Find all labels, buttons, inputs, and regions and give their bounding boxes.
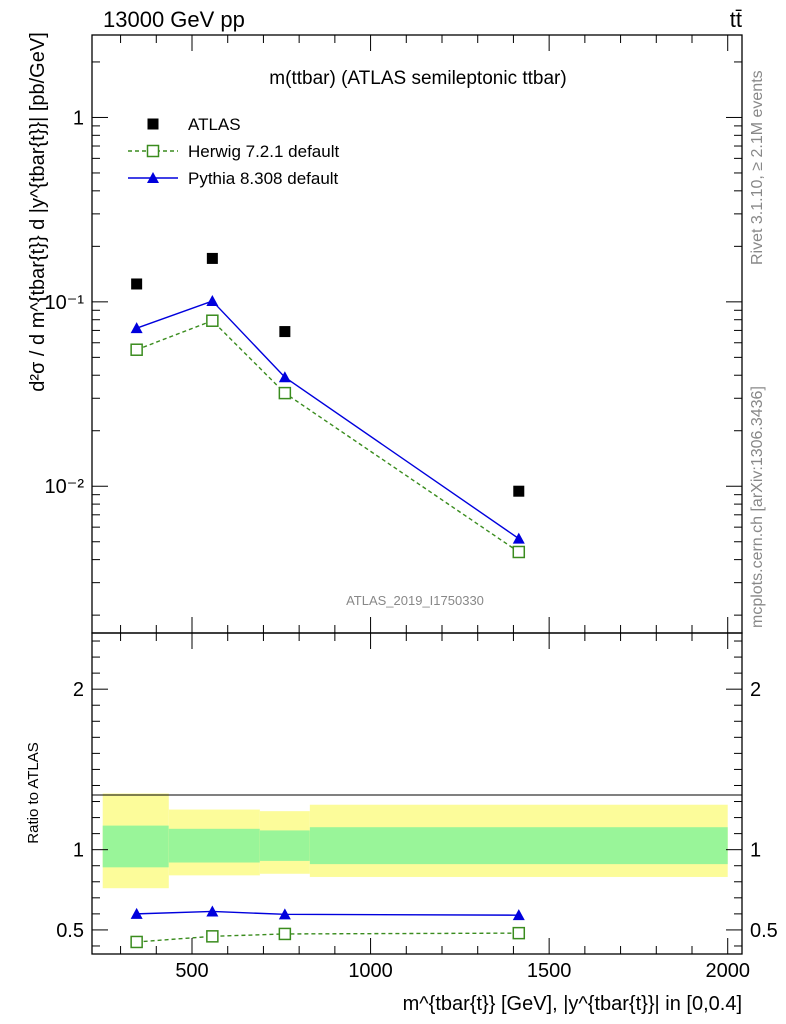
series-atlas — [131, 252, 525, 497]
data-point — [131, 278, 143, 290]
ratio-y-tick-label-right: 0.5 — [750, 920, 778, 942]
band-inner — [102, 825, 169, 868]
band-inner — [259, 830, 310, 861]
series-line — [136, 319, 520, 553]
ratio-point — [278, 927, 292, 941]
y-tick-label: 1 — [73, 107, 84, 129]
x-axis-label: m^{tbar{t}} [GeV], |y^{tbar{t}}| in [0,0… — [403, 993, 742, 1015]
main-panel: 1 10⁻¹ 10⁻² m(ttbar) (ATLAS semileptonic t… — [27, 32, 743, 634]
data-point — [278, 371, 291, 383]
analysis-watermark: ATLAS_2019_I1750330 — [346, 593, 484, 608]
ratio-y-tick-label-right: 1 — [750, 840, 761, 862]
series-line — [136, 300, 520, 540]
main-title: m(ttbar) (ATLAS semileptonic ttbar) — [269, 68, 566, 89]
ratio-series — [130, 905, 526, 949]
data-point — [513, 485, 525, 497]
ratio-point — [130, 935, 143, 949]
main-axis-ticks — [92, 35, 742, 633]
legend-label: Pythia 8.308 default — [188, 169, 339, 188]
ratio-point — [206, 930, 219, 943]
rivet-label: Rivet 3.1.10, ≥ 2.1M events — [749, 70, 766, 265]
data-point — [278, 386, 292, 400]
series-pythia — [130, 295, 525, 544]
legend-marker — [146, 144, 160, 158]
ratio-point — [206, 905, 219, 917]
ratio-point — [130, 907, 143, 919]
ratio-series-herwig — [130, 926, 526, 949]
ratio-y-tick-label-right: 2 — [750, 679, 761, 701]
x-tick-label: 1500 — [527, 960, 572, 982]
data-point — [206, 314, 219, 327]
legend-item: Pythia 8.308 default — [128, 169, 339, 188]
y-tick-label: 10⁻¹ — [45, 292, 85, 314]
data-point — [206, 295, 219, 307]
data-point — [512, 545, 526, 559]
ratio-line — [136, 932, 519, 943]
ratio-tick-labels: 0.5 0.5 1 1 2 2 500 1000 1500 2000 — [56, 679, 778, 982]
ratio-uncertainty-bands — [102, 793, 728, 889]
series-herwig — [130, 314, 526, 559]
process-label: tt̄ — [730, 7, 742, 32]
ratio-frame — [91, 632, 743, 955]
ratio-point — [512, 926, 526, 940]
legend-item: ATLAS — [147, 115, 241, 134]
legend-marker — [147, 172, 159, 183]
ratio-point — [512, 909, 525, 921]
main-series — [130, 252, 526, 559]
ratio-ylabel: Ratio to ATLAS — [25, 742, 42, 843]
ratio-y-tick-label: 0.5 — [56, 920, 84, 942]
ratio-y-tick-label: 1 — [73, 840, 84, 862]
ratio-axis-ticks — [92, 633, 742, 954]
data-point — [130, 322, 143, 334]
x-tick-label: 2000 — [705, 960, 750, 982]
ratio-y-tick-label: 2 — [73, 679, 84, 701]
mcplots-label: mcplots.cern.ch [arXiv:1306.3436] — [749, 386, 766, 628]
ratio-panel: 0.5 0.5 1 1 2 2 500 1000 1500 2000 Ratio to ATLAS… — [25, 632, 778, 1015]
band-inner — [309, 827, 728, 865]
band-inner — [168, 828, 260, 863]
ratio-point — [278, 908, 291, 920]
legend-label: Herwig 7.2.1 default — [188, 142, 339, 161]
legend-marker — [147, 118, 159, 130]
legend-label: ATLAS — [188, 115, 241, 134]
main-ylabel: d²σ / d m^{tbar{t}} d |y^{tbar{t}}| [pb/… — [27, 32, 49, 392]
y-tick-label: 10⁻² — [45, 476, 85, 498]
data-point — [130, 343, 143, 356]
x-tick-label: 500 — [175, 960, 208, 982]
legend: ATLAS Herwig 7.2.1 default Pythia 8.308 de… — [128, 115, 339, 188]
x-tick-label: 1000 — [348, 960, 393, 982]
data-point — [206, 252, 218, 264]
legend-item: Herwig 7.2.1 default — [128, 142, 339, 161]
ratio-line — [136, 910, 519, 916]
beam-label: 13000 GeV pp — [103, 7, 245, 32]
data-point — [512, 532, 525, 544]
data-point — [279, 326, 291, 338]
ratio-series-pythia — [130, 905, 525, 921]
main-tick-labels: 1 10⁻¹ 10⁻² — [45, 107, 85, 498]
